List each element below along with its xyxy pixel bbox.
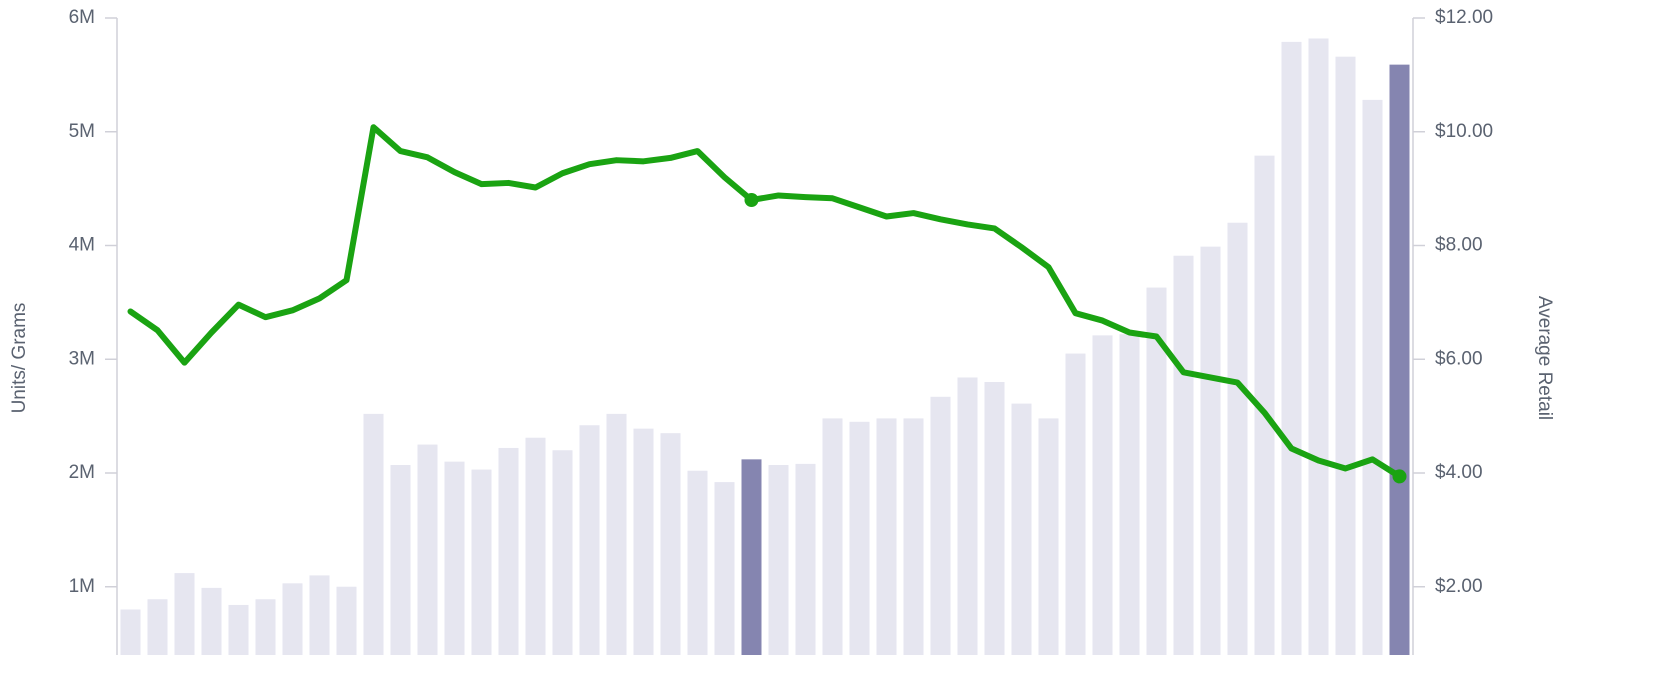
bar bbox=[390, 465, 411, 655]
bar bbox=[471, 469, 492, 655]
bar bbox=[444, 461, 465, 655]
bar bbox=[660, 433, 681, 655]
bar bbox=[1389, 64, 1410, 655]
bar bbox=[714, 482, 735, 655]
y-tick-label: 6M bbox=[69, 7, 95, 28]
y-tick-label: 1M bbox=[69, 576, 95, 597]
bar bbox=[1362, 99, 1383, 655]
bar bbox=[525, 437, 546, 655]
bar bbox=[120, 609, 141, 655]
bar bbox=[849, 421, 870, 655]
bar bbox=[1119, 334, 1140, 655]
bar bbox=[255, 599, 276, 655]
y-tick-label: 4M bbox=[69, 235, 95, 256]
bar bbox=[1038, 418, 1059, 655]
bar bbox=[147, 599, 168, 655]
bar bbox=[930, 396, 951, 655]
bar bbox=[1011, 403, 1032, 655]
y2-tick-label: $4.00 bbox=[1435, 462, 1483, 483]
y2-axis-label: Average Retail bbox=[1534, 296, 1555, 420]
y-tick-label: 5M bbox=[69, 121, 95, 142]
y2-tick-label: $8.00 bbox=[1435, 235, 1483, 256]
y-tick-label: 3M bbox=[69, 348, 95, 369]
y2-tick-label: $6.00 bbox=[1435, 348, 1483, 369]
bar bbox=[876, 418, 897, 655]
bar bbox=[606, 413, 627, 655]
y-tick-label: 2M bbox=[69, 462, 95, 483]
bar bbox=[174, 573, 195, 655]
bar bbox=[1092, 335, 1113, 655]
bar bbox=[1146, 287, 1167, 655]
line-marker bbox=[744, 193, 759, 207]
bar bbox=[1200, 246, 1221, 655]
bar bbox=[741, 459, 762, 655]
bar bbox=[768, 465, 789, 655]
line bbox=[127, 124, 1403, 480]
bar bbox=[1227, 222, 1248, 655]
bar bbox=[579, 425, 600, 655]
y2-tick-label: $10.00 bbox=[1435, 121, 1493, 142]
bar bbox=[1065, 353, 1086, 655]
bar bbox=[984, 382, 1005, 655]
bar bbox=[282, 583, 303, 655]
bar bbox=[687, 470, 708, 655]
bar bbox=[903, 418, 924, 655]
bar bbox=[1173, 255, 1194, 656]
bar bbox=[1335, 56, 1356, 656]
y2-tick-label: $12.00 bbox=[1435, 7, 1493, 28]
bar bbox=[633, 428, 654, 655]
bar bbox=[201, 587, 222, 655]
y2-tick-label: $2.00 bbox=[1435, 576, 1483, 597]
bar bbox=[795, 463, 816, 655]
y-axis-label: Units/ Grams bbox=[9, 303, 30, 414]
bar bbox=[1281, 41, 1302, 655]
bar bbox=[1254, 155, 1275, 655]
bar bbox=[363, 413, 384, 655]
bar bbox=[228, 604, 249, 655]
bar bbox=[1308, 38, 1329, 656]
bar bbox=[336, 586, 357, 655]
line-marker bbox=[1392, 469, 1407, 484]
bar bbox=[417, 444, 438, 655]
bar bbox=[552, 450, 573, 655]
bar bbox=[309, 575, 330, 655]
bar bbox=[498, 447, 519, 655]
bar bbox=[822, 418, 843, 655]
bar bbox=[957, 377, 978, 655]
